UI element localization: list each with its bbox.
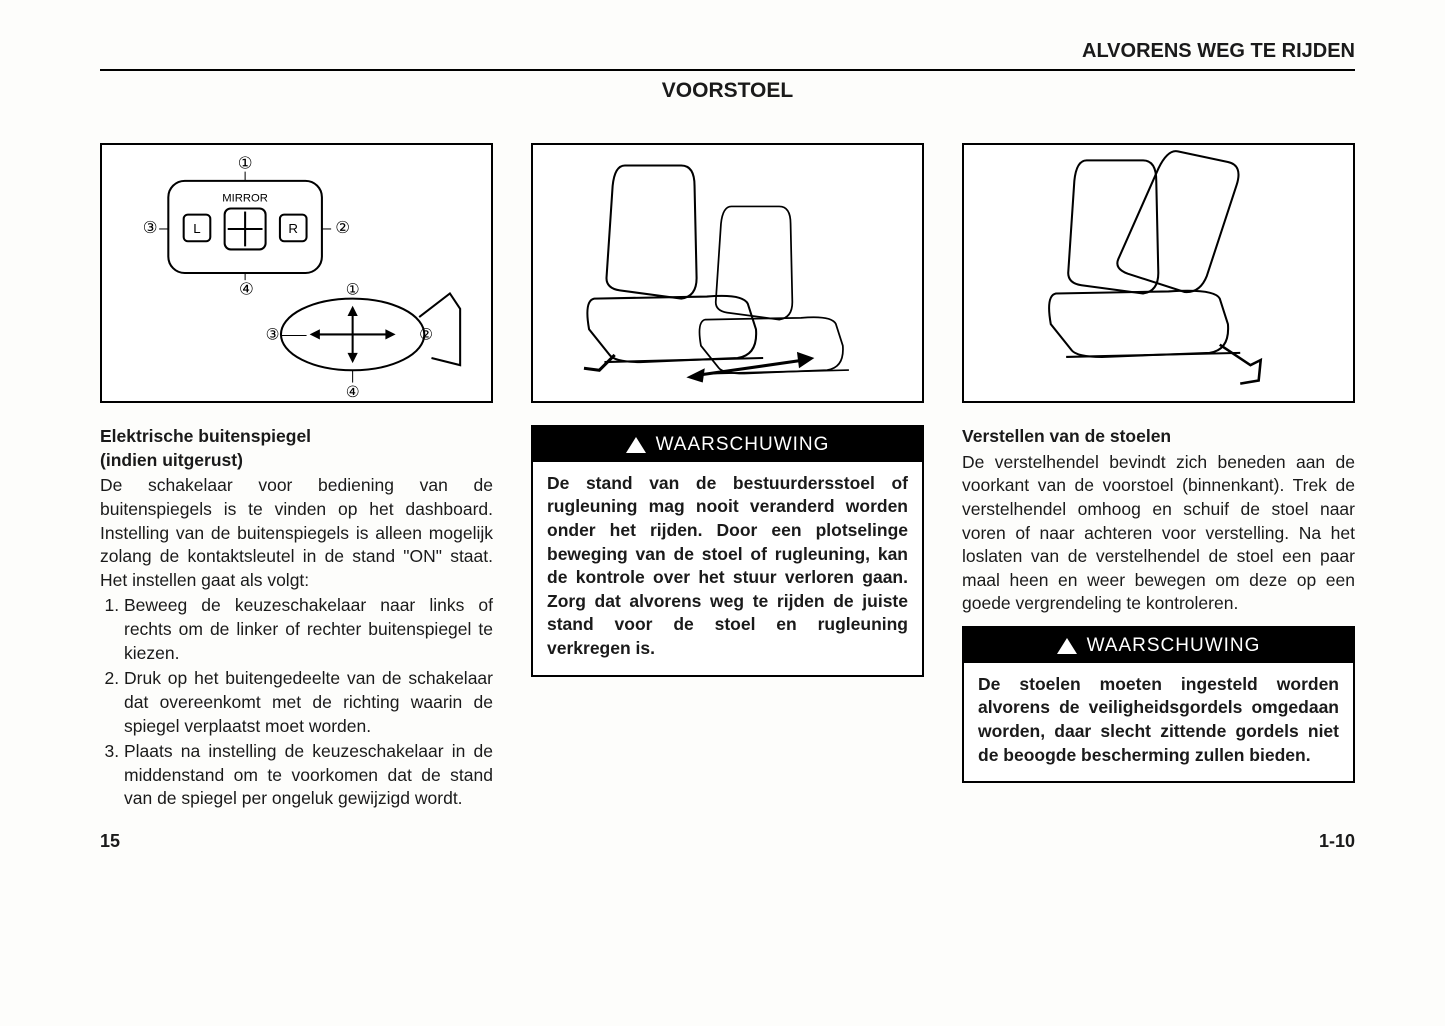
svg-text:R: R: [289, 221, 299, 236]
svg-text:②: ②: [419, 327, 433, 344]
svg-text:①: ①: [346, 281, 360, 298]
mirror-control-diagram: MIRROR L R ① ② ③ ④: [112, 145, 481, 401]
warning-body-1: De stand van de bestuurdersstoel of rugl…: [533, 462, 922, 675]
svg-text:①: ①: [238, 155, 253, 173]
seat-slide-diagram: [543, 145, 912, 401]
col1-intro: De schakelaar voor bediening van de buit…: [100, 474, 493, 592]
figure-seat-recline: [962, 143, 1355, 403]
columns: MIRROR L R ① ② ③ ④: [100, 143, 1355, 813]
svg-text:③: ③: [143, 219, 158, 237]
col1-step: Beweeg de keuzeschakelaar naar links of …: [124, 594, 493, 665]
column-2: WAARSCHUWING De stand van de bestuurders…: [531, 143, 924, 813]
column-3: Verstellen van de stoelen De verstelhend…: [962, 143, 1355, 813]
svg-text:③: ③: [266, 327, 280, 344]
page-footer: 15 1-10: [100, 831, 1355, 852]
warning-icon: [626, 437, 646, 453]
col3-body: De verstelhendel bevindt zich beneden aa…: [962, 451, 1355, 616]
col3-heading: Verstellen van de stoelen: [962, 425, 1355, 449]
warning-box-1: WAARSCHUWING De stand van de bestuurders…: [531, 425, 924, 677]
warning-heading: WAARSCHUWING: [533, 427, 922, 462]
header-rule: [100, 69, 1355, 71]
footer-left: 15: [100, 831, 120, 852]
figure-seat-slide: [531, 143, 924, 403]
col1-step: Plaats na instelling de keuzeschakelaar …: [124, 740, 493, 811]
warning-title-text: WAARSCHUWING: [1087, 633, 1261, 659]
mirror-label-text: MIRROR: [222, 192, 268, 204]
figure-mirror-control: MIRROR L R ① ② ③ ④: [100, 143, 493, 403]
col1-steps: Beweeg de keuzeschakelaar naar links of …: [100, 594, 493, 811]
svg-text:④: ④: [346, 384, 360, 401]
warning-icon: [1057, 638, 1077, 654]
col1-step: Druk op het buitengedeelte van de schake…: [124, 667, 493, 738]
col1-heading-line1: Elektrische buitenspiegel: [100, 426, 311, 446]
page-header: ALVORENS WEG TE RIJDEN: [100, 40, 1355, 69]
section-title: VOORSTOEL: [100, 79, 1355, 103]
warning-title-text: WAARSCHUWING: [656, 432, 830, 458]
col1-heading: Elektrische buitenspiegel (indien uitger…: [100, 425, 493, 472]
svg-text:②: ②: [335, 219, 350, 237]
svg-text:L: L: [193, 221, 200, 236]
footer-right: 1-10: [1319, 831, 1355, 852]
warning-heading: WAARSCHUWING: [964, 628, 1353, 663]
seat-recline-diagram: [974, 145, 1343, 401]
warning-box-2: WAARSCHUWING De stoelen moeten ingesteld…: [962, 626, 1355, 783]
svg-text:④: ④: [239, 280, 254, 298]
col1-heading-line2: (indien uitgerust): [100, 450, 243, 470]
column-1: MIRROR L R ① ② ③ ④: [100, 143, 493, 813]
warning-body-2: De stoelen moeten ingesteld worden alvor…: [964, 663, 1353, 782]
